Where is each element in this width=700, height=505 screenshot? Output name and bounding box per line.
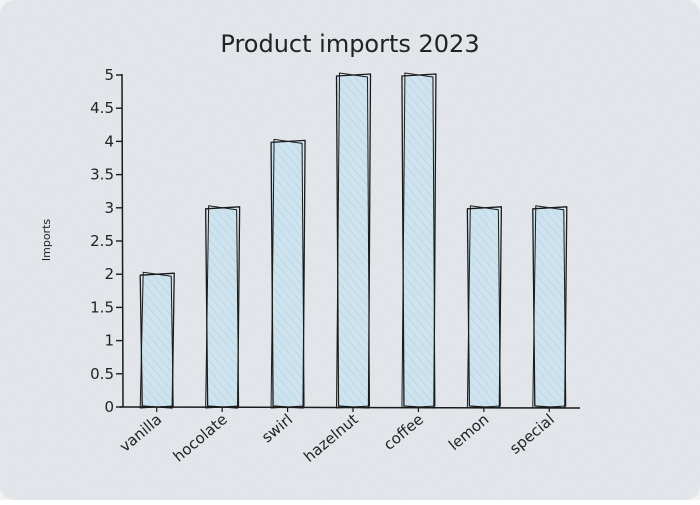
bar-hatch xyxy=(272,141,304,407)
y-tick-label: 3 xyxy=(104,199,114,217)
y-tick-label: 5 xyxy=(104,66,114,84)
chart-title: Product imports 2023 xyxy=(220,30,479,58)
y-tick-label: 0.5 xyxy=(90,365,114,383)
bar-outline-sketch xyxy=(532,205,567,409)
y-tick-label: 3.5 xyxy=(90,166,114,184)
axes-group xyxy=(119,73,581,409)
bar-hatch xyxy=(337,75,369,407)
bar-hatch xyxy=(533,207,565,407)
bar-outline-sketch xyxy=(401,72,436,409)
y-axis-line xyxy=(121,73,124,408)
y-tick-label: 2.5 xyxy=(90,232,114,250)
bar-hatch xyxy=(206,207,238,407)
bar-hatch xyxy=(402,75,434,407)
y-tick-label: 0 xyxy=(104,398,114,416)
y-axis-ticks: 0 0.5 1 1.5 2 2.5 3 3.5 4 4.5 5 xyxy=(90,66,122,416)
y-tick-label: 1.5 xyxy=(90,298,114,316)
bar-outline-sketch xyxy=(139,271,174,409)
bars-group xyxy=(139,72,568,409)
bar-hatch xyxy=(468,207,500,407)
x-axis-line xyxy=(119,406,581,409)
bar-outline-sketch xyxy=(336,72,370,409)
bar-outline-sketch xyxy=(466,205,501,409)
bar-outline-sketch xyxy=(270,138,305,409)
bar-hatch xyxy=(141,274,173,407)
y-axis-title: Imports xyxy=(40,219,53,262)
bar-outline-sketch xyxy=(205,205,240,409)
y-tick-label: 4 xyxy=(104,132,114,150)
y-tick-label: 4.5 xyxy=(90,99,114,117)
y-tick-label: 1 xyxy=(104,332,114,350)
y-tick-label: 2 xyxy=(104,265,114,283)
